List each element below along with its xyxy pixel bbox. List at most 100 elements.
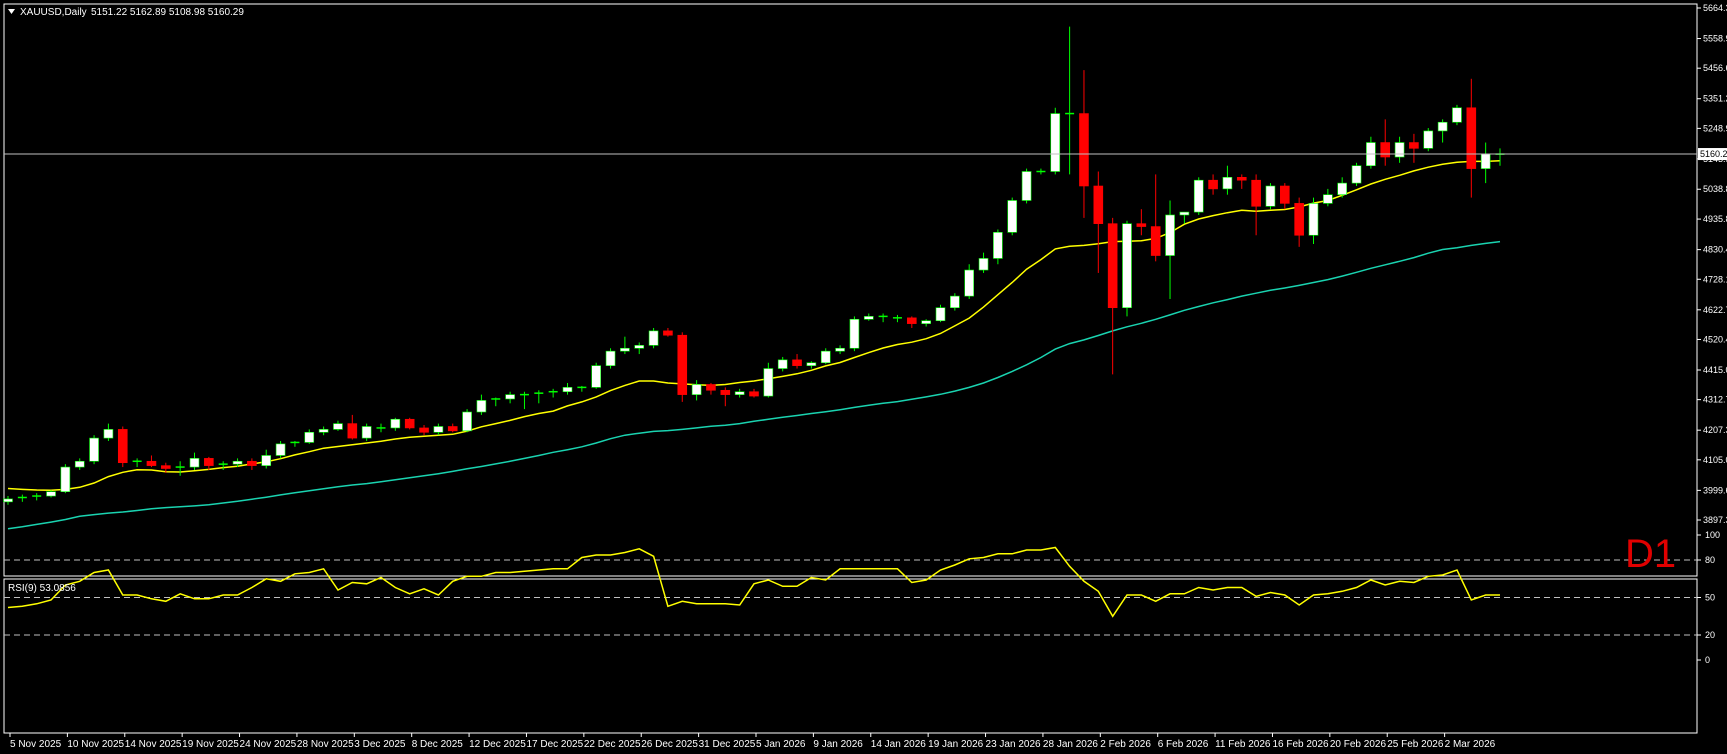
candle-body bbox=[1050, 113, 1061, 172]
candle-body bbox=[1265, 185, 1276, 207]
candle-body bbox=[1208, 179, 1218, 190]
candle-body bbox=[763, 368, 774, 397]
candle-body bbox=[849, 318, 860, 349]
candle-body bbox=[1351, 165, 1362, 184]
candle-body bbox=[390, 418, 401, 429]
candle-body bbox=[505, 394, 515, 400]
candle-body bbox=[318, 429, 329, 433]
candle-body bbox=[634, 345, 645, 349]
time-tick-label: 10 Nov 2025 bbox=[67, 739, 124, 750]
rsi-tick-label: 100 bbox=[1705, 530, 1720, 540]
candle-body bbox=[1294, 203, 1304, 236]
candle-body bbox=[189, 458, 200, 468]
candle-body bbox=[462, 411, 472, 432]
price-tick-label: 5248.90 bbox=[1703, 123, 1727, 133]
price-tick-label: 3897.30 bbox=[1703, 515, 1727, 525]
time-tick-label: 8 Dec 2025 bbox=[412, 739, 464, 750]
candle-body bbox=[1236, 177, 1247, 181]
price-tick-label: 3999.60 bbox=[1703, 485, 1727, 495]
rsi-tick-label: 50 bbox=[1705, 593, 1715, 603]
time-axis: 5 Nov 2025 10 Nov 2025 14 Nov 2025 19 Nov 2… bbox=[9, 733, 1496, 750]
candle-body bbox=[749, 391, 759, 397]
time-tick-label: 9 Jan 2026 bbox=[813, 739, 863, 750]
candle-body bbox=[907, 317, 917, 324]
rsi-line bbox=[7, 546, 1500, 618]
candle-body bbox=[46, 491, 56, 497]
rsi-panel-frame bbox=[3, 578, 1698, 734]
candle-body bbox=[476, 400, 487, 413]
time-tick-label: 25 Feb 2026 bbox=[1387, 739, 1444, 750]
price-tick-label: 4830.40 bbox=[1703, 245, 1727, 255]
candle-body bbox=[964, 269, 974, 297]
candle-body bbox=[1466, 107, 1477, 169]
candle-body bbox=[1165, 214, 1175, 256]
candle-body bbox=[247, 460, 257, 466]
candle-body bbox=[347, 423, 358, 439]
candle-body bbox=[1452, 107, 1462, 123]
candle-body bbox=[1093, 185, 1104, 224]
time-tick-label: 24 Nov 2025 bbox=[240, 739, 297, 750]
rsi-label: RSI(9) 53.0856 bbox=[8, 583, 76, 594]
candle-body bbox=[993, 232, 1003, 259]
candle-body bbox=[1323, 194, 1333, 204]
price-tick-label: 4415.00 bbox=[1703, 365, 1727, 375]
candle-body bbox=[419, 427, 429, 433]
candle-body bbox=[820, 350, 831, 364]
time-tick-label: 31 Dec 2025 bbox=[699, 739, 756, 750]
candle-body bbox=[792, 359, 802, 366]
candle-body bbox=[74, 460, 85, 468]
time-tick-label: 20 Feb 2026 bbox=[1330, 739, 1387, 750]
rsi-tick-label: 20 bbox=[1705, 630, 1715, 640]
candle-body bbox=[433, 426, 444, 433]
price-tick-label: 5351.20 bbox=[1703, 94, 1727, 104]
candle-body bbox=[562, 387, 573, 393]
candle-body bbox=[921, 320, 931, 324]
price-tick-label: 4312.70 bbox=[1703, 395, 1727, 405]
candle-body bbox=[1179, 211, 1190, 216]
time-tick-label: 5 Jan 2026 bbox=[756, 739, 806, 750]
time-tick-label: 3 Dec 2025 bbox=[354, 739, 406, 750]
price-tick-label: 4520.40 bbox=[1703, 334, 1727, 344]
candle-body bbox=[333, 423, 343, 430]
symbol-label: XAUUSD,Daily bbox=[20, 7, 87, 18]
candle-body bbox=[1280, 185, 1290, 204]
price-tick-label: 4728.10 bbox=[1703, 274, 1727, 284]
candle-body bbox=[89, 437, 99, 462]
candle-body bbox=[1222, 177, 1233, 190]
candle-body bbox=[1193, 179, 1204, 213]
time-tick-label: 14 Nov 2025 bbox=[125, 739, 182, 750]
candle-body bbox=[1409, 142, 1419, 149]
time-tick-label: 11 Feb 2026 bbox=[1215, 739, 1271, 750]
candle-body bbox=[117, 429, 128, 464]
time-tick-label: 6 Feb 2026 bbox=[1158, 739, 1209, 750]
rsi-tick-label: 0 bbox=[1705, 655, 1710, 665]
current-price-tag bbox=[1698, 148, 1727, 161]
rsi-series bbox=[7, 546, 1500, 618]
time-tick-label: 5 Nov 2025 bbox=[10, 739, 62, 750]
price-tick-label: 5038.80 bbox=[1703, 184, 1727, 194]
collapse-triangle-icon[interactable] bbox=[8, 9, 15, 14]
candle-body bbox=[863, 316, 874, 320]
ma-slow-line bbox=[7, 240, 1501, 530]
time-tick-label: 26 Dec 2025 bbox=[641, 739, 698, 750]
timeframe-label: D1 bbox=[1625, 532, 1676, 576]
candlestick-series bbox=[3, 26, 1505, 505]
price-tick-label: 5456.60 bbox=[1703, 63, 1727, 73]
candle-body bbox=[1308, 203, 1319, 236]
time-tick-label: 14 Jan 2026 bbox=[871, 739, 926, 750]
candle-body bbox=[806, 362, 817, 366]
time-tick-label: 2 Mar 2026 bbox=[1445, 739, 1496, 750]
candle-body bbox=[1394, 142, 1405, 158]
candle-body bbox=[835, 347, 845, 352]
time-tick-label: 23 Jan 2026 bbox=[986, 739, 1041, 750]
price-tick-label: 4207.30 bbox=[1703, 425, 1727, 435]
candle-body bbox=[706, 384, 716, 391]
candle-body bbox=[1122, 223, 1132, 308]
candle-body bbox=[204, 458, 214, 466]
candle-body bbox=[232, 460, 243, 465]
price-tick-label: 4935.80 bbox=[1703, 214, 1727, 224]
time-tick-label: 12 Dec 2025 bbox=[469, 739, 526, 750]
candle-body bbox=[1480, 153, 1491, 169]
rsi-tick-label: 80 bbox=[1705, 555, 1715, 565]
